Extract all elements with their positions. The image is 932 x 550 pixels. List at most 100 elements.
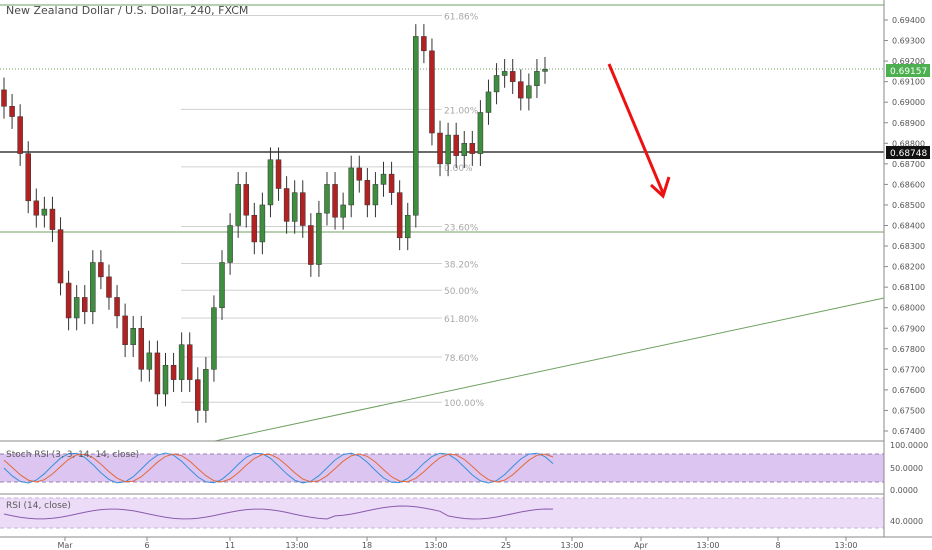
candle-body bbox=[73, 297, 80, 319]
candle-body bbox=[65, 282, 72, 319]
candle-body bbox=[41, 208, 48, 216]
current-price-badge: 0.69157 bbox=[886, 64, 930, 77]
candle-body bbox=[421, 36, 427, 52]
candle-body bbox=[162, 364, 169, 395]
candle-body bbox=[203, 369, 209, 411]
trend-line[interactable] bbox=[214, 297, 885, 442]
price-tick-label: 0.67500 bbox=[892, 406, 925, 415]
candle-body bbox=[485, 91, 492, 113]
price-tick-label: 0.68300 bbox=[892, 242, 925, 251]
price-axis[interactable]: 0.69400 0.69300 0.69200 0.69100 0.69000 0.689… bbox=[884, 16, 925, 436]
price-tick-label: 0.68900 bbox=[892, 119, 925, 128]
candle-body bbox=[413, 36, 419, 216]
candle-body bbox=[186, 344, 193, 380]
candle-body bbox=[1, 89, 7, 107]
price-tick-label: 0.67700 bbox=[892, 365, 925, 374]
candle-body bbox=[90, 262, 96, 313]
candle-body bbox=[396, 192, 403, 239]
candle-body bbox=[219, 262, 225, 308]
candle-body bbox=[57, 229, 64, 284]
time-tick-label: 13:00 bbox=[424, 541, 447, 550]
candle-body bbox=[178, 344, 185, 380]
svg-text:0.68748: 0.68748 bbox=[890, 149, 927, 159]
time-axis[interactable]: Mar 6 11 13:00 18 13:00 25 13:00 Apr 13:00 8 13:00 bbox=[57, 537, 858, 550]
candle-body bbox=[509, 71, 516, 82]
candle-body bbox=[267, 159, 274, 206]
candle-body bbox=[340, 204, 346, 218]
stoch-k-line bbox=[3, 452, 554, 484]
rsi-label: RSI (14, close) bbox=[6, 501, 71, 511]
rsi-pane[interactable] bbox=[0, 493, 884, 529]
candle-body bbox=[227, 225, 233, 263]
time-tick-label: 11 bbox=[225, 541, 235, 550]
stoch-axis: 100.0000 50.0000 0.0000 bbox=[890, 441, 928, 495]
candle-body bbox=[154, 352, 161, 395]
fib-level-label: 61.86% bbox=[444, 12, 479, 22]
candle-body bbox=[259, 204, 266, 243]
fib-level-label: 50.00% bbox=[444, 287, 479, 297]
rsi-line bbox=[3, 505, 554, 520]
candle-body bbox=[461, 143, 468, 156]
price-tick-label: 0.68700 bbox=[892, 160, 925, 169]
time-tick-label: Apr bbox=[634, 541, 649, 550]
fib-level-label: 100.00% bbox=[444, 399, 484, 409]
candle-body bbox=[356, 167, 363, 181]
candle-body bbox=[477, 112, 484, 154]
stoch-band bbox=[0, 454, 884, 482]
candle-body bbox=[106, 276, 112, 298]
fib-level-label: 38.20% bbox=[444, 261, 479, 271]
rsi-axis: 40.0000 bbox=[890, 517, 923, 526]
candle-body bbox=[33, 200, 40, 216]
fib-level-label: 61.80% bbox=[444, 315, 479, 325]
candle-body bbox=[501, 71, 508, 76]
price-tick-label: 0.68600 bbox=[892, 180, 925, 189]
candle-body bbox=[81, 297, 88, 313]
candle-body bbox=[429, 50, 435, 134]
candle-body bbox=[114, 297, 120, 317]
fib-level-label: 23.60% bbox=[444, 224, 479, 234]
rsi-tick-label: 40.0000 bbox=[890, 517, 923, 526]
candle-body bbox=[138, 328, 145, 370]
price-tick-label: 0.69000 bbox=[892, 98, 925, 107]
arrow-head bbox=[649, 176, 671, 199]
time-tick-label: Mar bbox=[57, 541, 73, 550]
stoch-tick-label: 0.0000 bbox=[890, 486, 918, 495]
price-tick-label: 0.68100 bbox=[892, 283, 925, 292]
price-tick-label: 0.68000 bbox=[892, 304, 925, 313]
candle-body bbox=[275, 159, 282, 189]
candle-body bbox=[291, 192, 298, 222]
stoch-d-line bbox=[3, 453, 554, 483]
candle-body bbox=[404, 214, 411, 239]
candle-body bbox=[493, 75, 500, 93]
candle-body bbox=[364, 180, 371, 206]
level-price-badge: 0.68748 bbox=[886, 146, 930, 159]
candle-body bbox=[170, 364, 177, 380]
candle-body bbox=[324, 184, 330, 214]
chart-title: New Zealand Dollar / U.S. Dollar, 240, F… bbox=[6, 4, 249, 17]
fib-level-label: 78.60% bbox=[444, 354, 479, 364]
time-tick-label: 13:00 bbox=[834, 541, 857, 550]
candle-body bbox=[445, 134, 451, 165]
candle-body bbox=[316, 212, 322, 265]
candle-body bbox=[380, 173, 387, 185]
down-arrow-annotation[interactable] bbox=[607, 63, 671, 199]
candle-body bbox=[146, 352, 153, 370]
stoch-rsi-label: Stoch RSI (3, 3, 14, 14, close) bbox=[6, 450, 140, 460]
price-tick-label: 0.68400 bbox=[892, 222, 925, 231]
candle-body bbox=[17, 116, 23, 154]
candle-body bbox=[283, 188, 290, 222]
stoch-rsi-pane[interactable] bbox=[0, 440, 884, 484]
stoch-tick-label: 50.0000 bbox=[890, 464, 923, 473]
time-tick-label: 18 bbox=[362, 541, 372, 550]
candle-body bbox=[300, 192, 306, 226]
candle-body bbox=[243, 184, 249, 216]
candle-body bbox=[130, 328, 136, 345]
price-tick-label: 0.69400 bbox=[892, 16, 925, 25]
fibonacci-retracement[interactable]: 61.86% 21.00% 0.00% 23.60% 38.20% 50.00% 61.80… bbox=[181, 12, 484, 409]
time-tick-label: 25 bbox=[501, 541, 511, 550]
candle-body bbox=[518, 81, 524, 99]
candle-body bbox=[453, 134, 459, 156]
candle-body bbox=[251, 214, 258, 243]
price-tick-label: 0.68800 bbox=[892, 139, 925, 148]
